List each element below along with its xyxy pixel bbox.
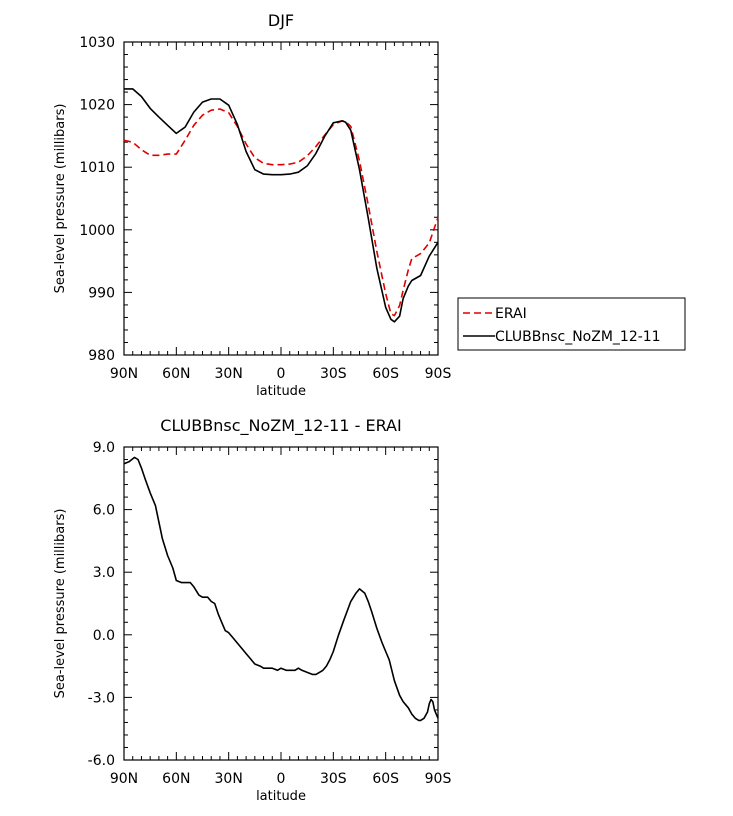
x-tick-label: 60N [162, 366, 190, 382]
chart-title: CLUBBnsc_NoZM_12-11 - ERAI [160, 416, 401, 436]
x-tick-label: 0 [277, 771, 286, 787]
y-tick-label: 980 [88, 348, 115, 364]
x-tick-label: 90N [110, 366, 138, 382]
y-tick-label: 1030 [79, 35, 115, 51]
x-tick-label: 30N [215, 366, 243, 382]
series-line-series-1 [123, 456, 439, 722]
series-line-clubbnsc-nozm-12-11 [124, 88, 439, 323]
y-tick-label: 9.0 [93, 440, 115, 456]
y-tick-label: -6.0 [88, 753, 115, 769]
legend-label: CLUBBnsc_NoZM_12-11 [495, 329, 661, 345]
y-tick-label: -3.0 [88, 690, 115, 706]
y-tick-label: 990 [88, 285, 115, 301]
x-axis-label: latitude [256, 789, 306, 804]
x-tick-label: 0 [277, 366, 286, 382]
chart-panel-2: 90N 60N 30N 0 30S 60S 90S -6.0 -3.0 0.0 3.0 6.0 9.0 C… [53, 416, 451, 804]
y-tick-label: 1010 [79, 160, 115, 176]
x-tick-label: 90S [425, 771, 452, 787]
y-tick-label: 3.0 [93, 565, 115, 581]
y-tick-label: 1000 [79, 223, 115, 239]
x-tick-label: 60N [162, 771, 190, 787]
chart-title: DJF [268, 11, 294, 30]
legend: ERAI CLUBBnsc_NoZM_12-11 [457, 297, 686, 351]
x-tick-label: 60S [372, 366, 399, 382]
x-tick-label: 90N [110, 771, 138, 787]
chart-panel-1: 90N 60N 30N 0 30S 60S 90S 980 990 1000 1010 1020 103… [53, 11, 686, 399]
legend-label: ERAI [495, 306, 527, 322]
x-tick-label: 30N [215, 771, 243, 787]
x-tick-label: 60S [372, 771, 399, 787]
y-axis-label: Sea-level pressure (millibars) [53, 104, 68, 294]
y-tick-label: 0.0 [93, 628, 115, 644]
y-tick-label: 1020 [79, 98, 115, 114]
legend-box [457, 297, 686, 351]
x-tick-label: 30S [320, 771, 347, 787]
plot-frame [123, 41, 439, 356]
series-line-erai [123, 108, 439, 317]
x-axis-label: latitude [256, 384, 306, 399]
x-tick-label: 90S [425, 366, 452, 382]
plot-frame [123, 446, 439, 761]
y-tick-label: 6.0 [93, 503, 115, 519]
chart-layer: 90N 60N 30N 0 30S 60S 90S 980 990 1000 1010 1020 103… [53, 11, 686, 804]
y-axis-label: Sea-level pressure (millibars) [53, 509, 68, 699]
x-tick-label: 30S [320, 366, 347, 382]
